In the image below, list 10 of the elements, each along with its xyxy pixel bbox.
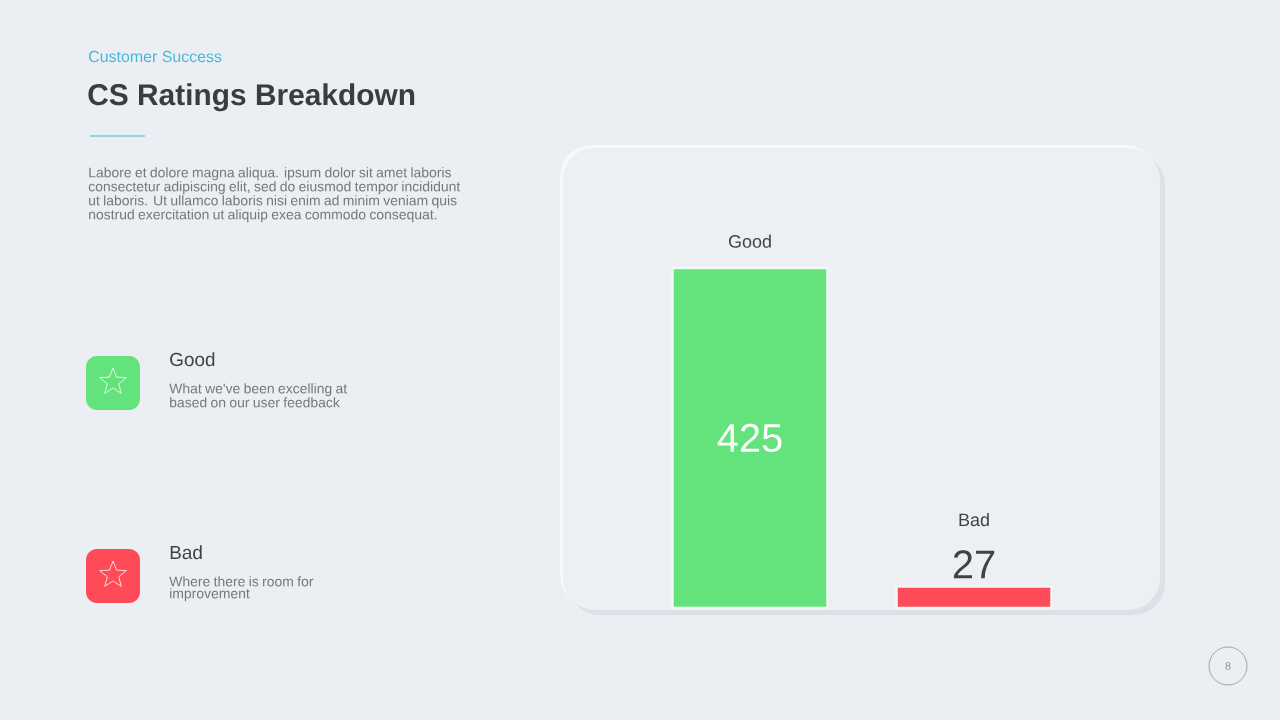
data-label: 27 — [953, 550, 995, 579]
text: Where there is room for improvement — [169, 576, 314, 602]
text: 8 — [1225, 662, 1231, 670]
text: Labore et dolore magna aliqua. ipsum dolor sit amet laboris consectetur adipiscing elit, sed do eiusmod tempor incididunt ut laboris. Ut ullamco laboris nisi enim ad minim veniam quis nostrud exercitation ut aliquip exea commodo consequat. — [88, 167, 461, 223]
category-label: Good — [170, 352, 215, 367]
text: CS Ratings Breakdown — [88, 83, 415, 112]
text: What we've been excelling at based on our user feedback — [169, 383, 348, 408]
category-label: Bad — [170, 545, 202, 560]
data-label: 425 — [717, 423, 782, 453]
text: Customer Success — [89, 50, 222, 63]
